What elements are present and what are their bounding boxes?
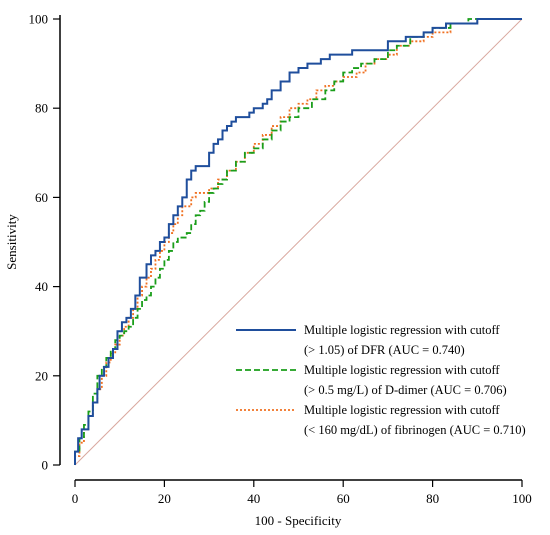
y-tick-label: 80 — [35, 101, 48, 116]
x-tick-label: 40 — [247, 491, 260, 506]
y-tick-label: 40 — [35, 279, 48, 294]
legend-entry: Multiple logistic regression with cutoff… — [236, 403, 526, 437]
reference-diagonal-line — [74, 18, 523, 466]
y-tick-label: 20 — [35, 368, 48, 383]
x-tick-label: 80 — [426, 491, 439, 506]
legend-text: Multiple logistic regression with cutoff — [304, 363, 500, 377]
x-tick-label: 0 — [72, 491, 79, 506]
series-layer — [74, 18, 522, 465]
legend-text: Multiple logistic regression with cutoff — [304, 403, 500, 417]
x-axis-label: 100 - Specificity — [255, 513, 342, 528]
y-tick-label: 0 — [42, 458, 49, 473]
ticks-layer: 0 20 40 60 80 100 0 20 40 60 80 100 — [29, 12, 532, 507]
legend-text: (> 1.05) of DFR (AUC = 0.740) — [304, 343, 465, 357]
legend-text: (> 0.5 mg/L) of D-dimer (AUC = 0.706) — [304, 383, 507, 397]
roc-curve-series-1 — [74, 18, 522, 465]
legend: Multiple logistic regression with cutoff… — [236, 323, 526, 437]
x-tick-label: 100 — [512, 491, 532, 506]
reference-line-layer — [74, 18, 523, 466]
legend-entry: Multiple logistic regression with cutoff… — [236, 323, 500, 357]
y-tick-label: 100 — [29, 12, 49, 27]
roc-curve-series-3 — [74, 18, 522, 465]
legend-entry: Multiple logistic regression with cutoff… — [236, 363, 507, 397]
x-tick-label: 60 — [337, 491, 350, 506]
x-tick-label: 20 — [158, 491, 171, 506]
y-axis-label: Sensitivity — [4, 214, 19, 270]
roc-curve-series-2 — [74, 18, 522, 465]
axes-layer — [59, 15, 522, 481]
y-tick-label: 60 — [35, 190, 48, 205]
legend-text: Multiple logistic regression with cutoff — [304, 323, 500, 337]
legend-text: (< 160 mg/dL) of fibrinogen (AUC = 0.710… — [304, 423, 526, 437]
